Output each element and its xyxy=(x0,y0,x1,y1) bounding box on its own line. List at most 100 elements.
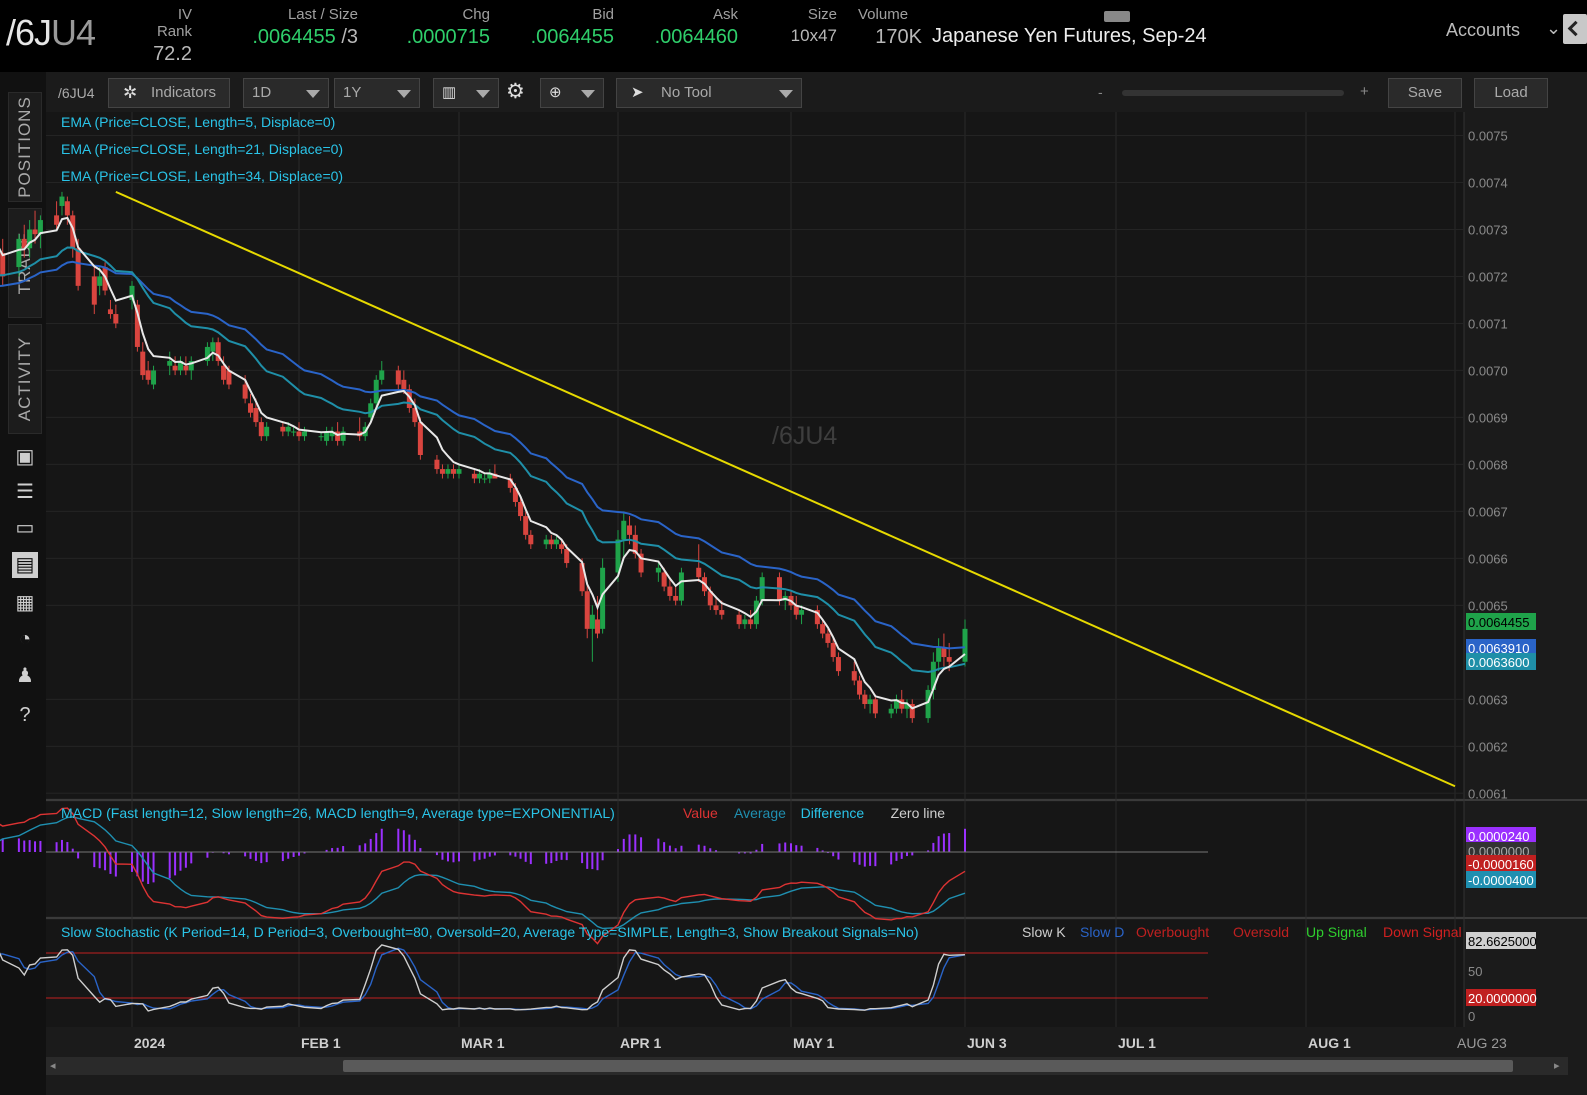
candle xyxy=(302,431,308,437)
candle xyxy=(37,220,43,235)
candle xyxy=(140,351,146,376)
help-icon[interactable]: ? xyxy=(19,704,31,726)
candle xyxy=(329,431,335,437)
stochastic-study-label: Slow Stochastic (K Period=14, D Period=3… xyxy=(61,924,919,940)
stochastic-legend-item: Up Signal xyxy=(1306,924,1367,940)
candle xyxy=(16,238,22,268)
symbol-root: /6J xyxy=(6,12,52,53)
time-tick-label: 2024 xyxy=(134,1035,165,1051)
drawing-tool-select[interactable]: ➤ No Tool xyxy=(616,78,802,108)
candle xyxy=(661,572,667,587)
grid-icon[interactable]: ▦ xyxy=(15,592,35,614)
volume-label: Volume xyxy=(858,6,909,23)
tab-activity[interactable]: ACTIVITY xyxy=(8,324,42,434)
monitor-icon[interactable]: ▣ xyxy=(15,446,35,468)
indicators-icon: ✲ xyxy=(123,83,138,102)
load-button[interactable]: Load xyxy=(1474,78,1548,108)
people-icon[interactable]: ♟ xyxy=(16,665,34,687)
last-price-tag: 0.0064455 xyxy=(1468,615,1529,630)
candle xyxy=(204,346,210,362)
zoom-slider[interactable] xyxy=(1122,90,1344,96)
timeframe-value: 1Y xyxy=(343,84,362,101)
bid-value[interactable]: .0064455 xyxy=(530,26,614,48)
candle xyxy=(962,628,968,662)
candle xyxy=(627,525,633,535)
candle xyxy=(564,548,570,564)
drawing-sets-select[interactable]: ⊕ xyxy=(540,78,604,108)
candle xyxy=(183,365,189,371)
ask-value[interactable]: .0064460 xyxy=(654,26,738,48)
tab-positions[interactable]: POSITIONS xyxy=(8,92,42,202)
bid[interactable]: Bid .0064455 xyxy=(522,6,614,49)
candle xyxy=(248,403,254,413)
candle xyxy=(27,229,33,249)
chart-style-select[interactable]: ▥ xyxy=(433,78,499,108)
candle xyxy=(925,689,931,719)
candle xyxy=(872,699,878,714)
zoom-in-button[interactable]: + xyxy=(1360,83,1369,100)
expand-menu-icon[interactable] xyxy=(1563,14,1587,44)
stochastic-legend-item: Overbought xyxy=(1136,924,1209,940)
candle xyxy=(221,365,227,380)
stochastic-legend-item: Down Signal xyxy=(1383,924,1462,940)
candle xyxy=(439,469,445,474)
accounts-button[interactable]: Accounts xyxy=(1446,20,1521,40)
time-tick-label: FEB 1 xyxy=(301,1035,341,1051)
symbol-title[interactable]: /6JU4 xyxy=(6,12,96,54)
ema-21-line xyxy=(0,246,966,674)
candle xyxy=(324,431,330,441)
candle xyxy=(930,661,936,690)
ema-study-label: EMA (Price=CLOSE, Length=5, Displace=0) xyxy=(61,114,335,130)
gauge-icon[interactable]: ◔ xyxy=(18,628,32,650)
scrollbar-thumb[interactable] xyxy=(343,1060,1513,1072)
timeframe-select[interactable]: 1Y xyxy=(334,78,420,108)
change-label: Chg xyxy=(462,6,490,23)
candle xyxy=(904,704,910,709)
candle xyxy=(145,370,151,380)
candle xyxy=(507,478,513,488)
zoom-out-button[interactable]: - xyxy=(1098,84,1103,100)
macd-legend-item: Zero line xyxy=(891,805,946,821)
price-tick-label: 0.0068 xyxy=(1468,457,1508,472)
candle xyxy=(543,539,549,545)
ask[interactable]: Ask .0064460 xyxy=(646,6,738,49)
save-button[interactable]: Save xyxy=(1388,78,1462,108)
candle xyxy=(172,365,178,371)
candle xyxy=(482,478,488,480)
candle xyxy=(188,361,194,371)
iv-rank: IV Rank 72.2 xyxy=(140,6,192,66)
chevron-down-icon[interactable]: ⌄ xyxy=(1546,18,1562,38)
indicators-label: Indicators xyxy=(151,84,217,101)
candle xyxy=(417,422,423,455)
gear-icon[interactable]: ⚙ xyxy=(506,80,525,103)
macd-average-tag: -0.0000400 xyxy=(1468,873,1534,888)
scroll-left-arrow[interactable]: ◂ xyxy=(50,1060,56,1072)
indicators-button[interactable]: ✲ Indicators xyxy=(108,78,230,108)
candle xyxy=(793,605,799,615)
candle xyxy=(91,276,97,305)
price-tick-label: 0.0069 xyxy=(1468,410,1508,425)
candle xyxy=(851,671,857,681)
zoom-slider-thumb[interactable] xyxy=(1104,11,1130,22)
candle xyxy=(340,431,346,441)
tv-icon[interactable]: ▭ xyxy=(15,517,35,539)
time-tick-label: AUG 23 xyxy=(1457,1035,1507,1051)
candle xyxy=(936,647,942,662)
list-icon[interactable]: ☰ xyxy=(16,481,34,503)
chevron-down-icon xyxy=(397,90,411,98)
candle xyxy=(492,473,498,479)
toolbar-symbol[interactable]: /6JU4 xyxy=(58,85,95,101)
candle xyxy=(759,577,765,601)
candle xyxy=(696,567,702,578)
size-value: 10x47 xyxy=(790,26,837,45)
chart-icon[interactable]: ▤ xyxy=(12,552,38,578)
time-tick-label: JUN 3 xyxy=(967,1035,1007,1051)
macd-zero-tag-bg xyxy=(1466,842,1536,859)
candle xyxy=(296,431,302,437)
trendline xyxy=(115,190,1456,788)
scroll-right-arrow[interactable]: ▸ xyxy=(1554,1060,1560,1072)
candle xyxy=(129,285,135,300)
crosshair-icon: ⊕ xyxy=(549,84,562,101)
aggregation-select[interactable]: 1D xyxy=(243,78,329,108)
